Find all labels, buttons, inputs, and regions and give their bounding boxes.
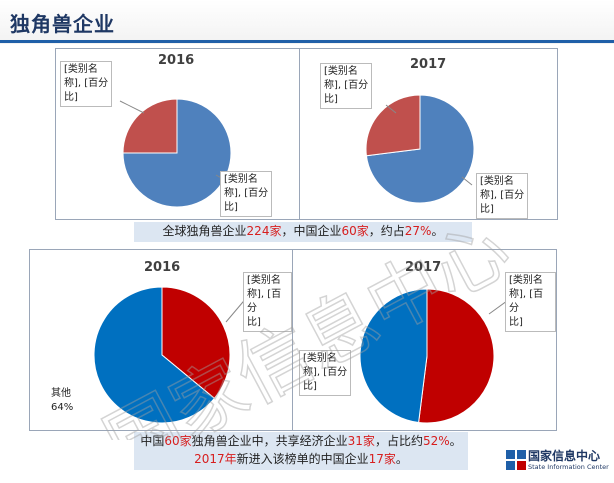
chart-panel-3: 2016 [类别名 称], [百分 比] 其他 64% bbox=[29, 249, 293, 431]
pie-slice-1 bbox=[161, 286, 231, 400]
chart-panel-4: 2017 [类别名 称], [百分 比] [类别名 称], [百分 比] bbox=[292, 249, 557, 431]
pie-3-slices bbox=[93, 286, 231, 424]
logo-name-en: State Information Center bbox=[528, 463, 609, 471]
title-bar: 独角兽企业 bbox=[0, 0, 614, 44]
slice-label-1a: [类别名 称], [百分 比] bbox=[60, 61, 113, 107]
slice-label-3b: 其他 64% bbox=[51, 388, 74, 413]
pie-4-slices bbox=[359, 288, 495, 424]
pie-chart-1 bbox=[119, 98, 235, 208]
slice-label-2a: [类别名 称], [百分 比] bbox=[320, 63, 373, 109]
slice-label-4b: [类别名 称], [百分 比] bbox=[299, 350, 352, 396]
slice-label-1b: [类别名 称], [百分 比] bbox=[220, 171, 273, 217]
logo-icon bbox=[506, 450, 526, 470]
pie-slice-2 bbox=[365, 94, 421, 157]
bottom-caption-line-2: 2017年新进入该榜单的中国企业17家。 bbox=[194, 452, 408, 466]
pie-chart-4 bbox=[359, 288, 512, 424]
state-information-center-logo: 国家信息中心 State Information Center bbox=[506, 446, 610, 476]
pie-slice-2 bbox=[122, 98, 178, 154]
pie-2-slices bbox=[365, 94, 475, 204]
chart-panel-2: 2017 [类别名 称], [百分 比] [类别名 称], [百分 比] bbox=[299, 48, 558, 220]
chart-title-1: 2016 bbox=[158, 53, 195, 68]
pie-slice-1 bbox=[418, 288, 495, 424]
title-rule bbox=[0, 40, 614, 43]
pie-1-slices bbox=[122, 98, 232, 208]
chart-title-2: 2017 bbox=[410, 57, 447, 72]
pie-chart-3 bbox=[93, 286, 249, 424]
logo-name-zh: 国家信息中心 bbox=[528, 449, 601, 463]
slice-label-3a: [类别名 称], [百分 比] bbox=[243, 272, 292, 332]
pie-chart-2 bbox=[365, 94, 475, 204]
slice-label-2b: [类别名 称], [百分 比] bbox=[476, 173, 529, 219]
pie-slice-2 bbox=[359, 288, 428, 424]
chart-panel-1: 2016 [类别名 称], [百分 比] [类别名 称], [百分 比] bbox=[55, 48, 300, 220]
bottom-caption: 中国60家独角兽企业中，共享经济企业31家，占比约52%。 2017年新进入该榜… bbox=[134, 432, 468, 470]
leader-line-1a bbox=[119, 100, 145, 114]
pie-slice-2 bbox=[93, 286, 216, 424]
leader-line-2b bbox=[461, 176, 473, 186]
chart-title-4: 2017 bbox=[405, 260, 442, 275]
bottom-caption-line-1: 中国60家独角兽企业中，共享经济企业31家，占比约52%。 bbox=[140, 434, 462, 448]
top-caption: 全球独角兽企业224家，中国企业60家，约占27%。 bbox=[134, 222, 472, 242]
leader-line-2a bbox=[385, 104, 397, 114]
chart-title-3: 2016 bbox=[144, 260, 181, 275]
page-title: 独角兽企业 bbox=[10, 12, 115, 36]
slice-label-4a: [类别名 称], [百分 比] bbox=[505, 272, 556, 332]
